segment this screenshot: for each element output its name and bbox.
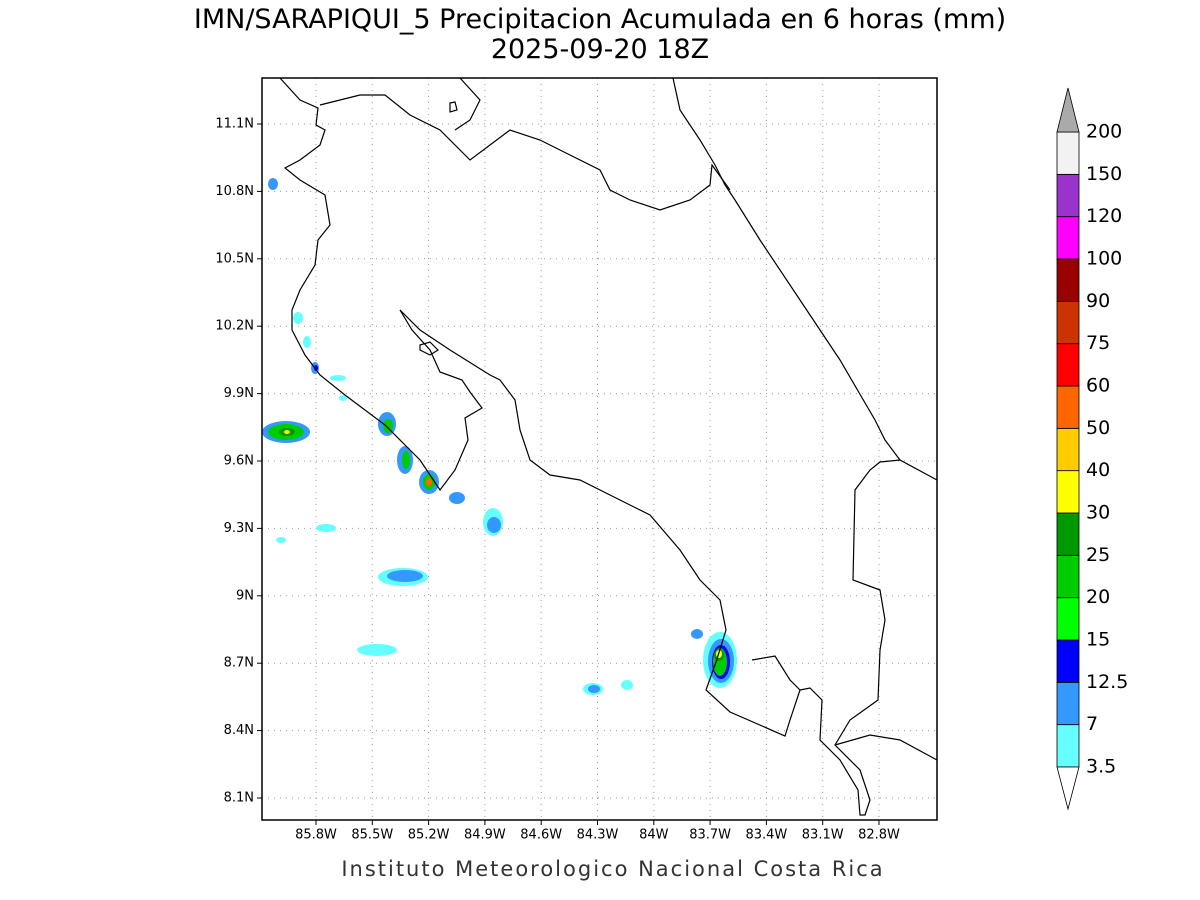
y-tick-label: 9N bbox=[236, 588, 254, 603]
colorbar-label: 100 bbox=[1086, 248, 1122, 270]
color-box bbox=[1056, 300, 1080, 345]
footer: Instituto Meteorologico Nacional Costa R… bbox=[341, 857, 884, 881]
colorbar-label: 12.5 bbox=[1086, 671, 1128, 693]
colorbar: 3.5 7 12.5 15 20 25 30 40 50 60 75 90 100 120 150 200 bbox=[1056, 87, 1128, 811]
color-box bbox=[1056, 131, 1080, 175]
colorbar-label: 90 bbox=[1086, 290, 1110, 312]
x-tick-label: 84W bbox=[639, 828, 669, 843]
x-tick-label: 85.2W bbox=[408, 828, 450, 843]
y-tick-label: 11.1N bbox=[215, 117, 254, 132]
map-frame bbox=[261, 77, 938, 821]
color-box bbox=[1056, 216, 1080, 260]
x-tick-label: 84.9W bbox=[464, 828, 506, 843]
color-box bbox=[1056, 512, 1080, 556]
subtitle: 2025-09-20 18Z bbox=[491, 34, 709, 65]
color-box bbox=[1056, 343, 1080, 387]
colorbar-label: 7 bbox=[1086, 713, 1098, 735]
colorbar-label: 120 bbox=[1086, 205, 1122, 227]
y-tick-label: 10.8N bbox=[215, 184, 254, 199]
colorbar-label: 150 bbox=[1086, 163, 1122, 185]
x-tick-label: 83.1W bbox=[802, 828, 844, 843]
color-box bbox=[1056, 724, 1080, 768]
colorbar-label: 50 bbox=[1086, 417, 1110, 439]
color-box bbox=[1056, 385, 1080, 429]
colorbar-label: 30 bbox=[1086, 502, 1110, 524]
x-tick-label: 85.5W bbox=[351, 828, 393, 843]
y-tick-label: 10.2N bbox=[215, 319, 254, 334]
above-triangle bbox=[1056, 87, 1080, 133]
y-tick-label: 8.4N bbox=[224, 723, 254, 738]
x-tick-label: 84.6W bbox=[520, 828, 562, 843]
color-box bbox=[1056, 681, 1080, 726]
color-box bbox=[1056, 258, 1080, 302]
colorbar-label: 20 bbox=[1086, 586, 1110, 608]
colorbar-label: 200 bbox=[1086, 121, 1122, 143]
color-box bbox=[1056, 470, 1080, 514]
grid: 85.8W 85.5W 85.2W 84.9W 84.6W 84.3W 84W 83.7W 83… bbox=[215, 78, 937, 843]
colorbar-label: 60 bbox=[1086, 375, 1110, 397]
color-box bbox=[1056, 597, 1080, 641]
coastlines bbox=[279, 77, 938, 816]
colorbar-label: 3.5 bbox=[1086, 756, 1116, 778]
y-tick-label: 8.7N bbox=[224, 656, 254, 671]
y-tick-label: 8.1N bbox=[224, 791, 254, 806]
y-tick-label: 9.3N bbox=[224, 521, 254, 536]
colorbar-label: 40 bbox=[1086, 459, 1110, 481]
colorbar-label: 15 bbox=[1086, 629, 1110, 651]
x-tick-label: 84.3W bbox=[577, 828, 619, 843]
color-box bbox=[1056, 427, 1080, 472]
title: IMN/SARAPIQUI_5 Precipitacion Acumulada … bbox=[194, 4, 1006, 35]
x-tick-label: 83.7W bbox=[689, 828, 731, 843]
x-tick-label: 85.8W bbox=[295, 828, 337, 843]
x-tick-label: 82.8W bbox=[858, 828, 900, 843]
color-box bbox=[1056, 173, 1080, 218]
rain-areas bbox=[262, 178, 737, 695]
y-tick-label: 9.9N bbox=[224, 386, 254, 401]
below-triangle bbox=[1056, 766, 1080, 811]
colorbar-label: 25 bbox=[1086, 544, 1110, 566]
color-box bbox=[1056, 554, 1080, 599]
y-tick-label: 10.5N bbox=[215, 251, 254, 266]
color-box bbox=[1056, 639, 1080, 683]
x-tick-label: 83.4W bbox=[745, 828, 787, 843]
colorbar-label: 75 bbox=[1086, 332, 1110, 354]
y-tick-label: 9.6N bbox=[224, 454, 254, 469]
